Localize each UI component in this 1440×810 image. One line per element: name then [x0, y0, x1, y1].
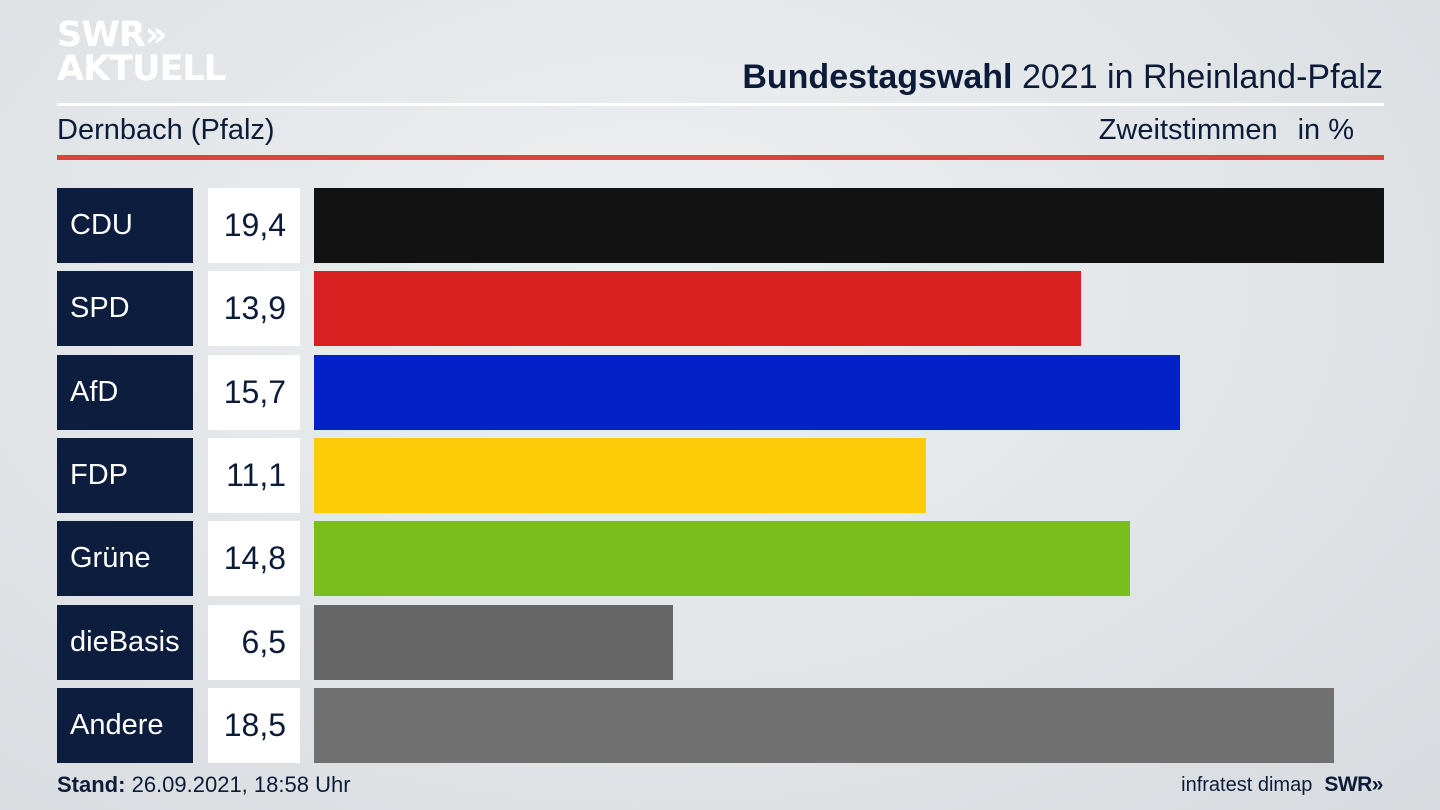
chart-title-rest: 2021 in Rheinland-Pfalz: [1021, 58, 1383, 96]
swr-brand-logo: SWR»: [1324, 773, 1383, 796]
chart-title-strong: Bundestagswahl: [742, 58, 1013, 96]
party-label-spd: SPD: [57, 271, 193, 346]
party-label-cdu: CDU: [57, 188, 193, 263]
party-label-afd: AfD: [57, 355, 193, 430]
value-label-spd: 13,9: [208, 271, 300, 346]
measure-name: Zweitstimmen: [1098, 114, 1278, 146]
party-label-fdp: FDP: [57, 438, 193, 513]
logo-line-2: AKTUELL: [57, 49, 226, 89]
subheader-divider: [57, 155, 1384, 160]
bar-fdp: [314, 438, 926, 513]
measure-label: Zweitstimmen in %: [1099, 114, 1354, 147]
bar-diebasis: [314, 605, 673, 680]
location-label: Dernbach (Pfalz): [57, 114, 275, 146]
value-label-diebasis: 6,5: [208, 605, 300, 680]
bar-spd: [314, 271, 1081, 346]
footer-credits: infratest dimap SWR»: [1181, 773, 1383, 797]
bar-afd: [314, 355, 1180, 430]
value-label-cdu: 19,4: [208, 188, 300, 263]
chart-title: Bundestagswahl 2021 in Rheinland-Pfalz: [742, 58, 1383, 97]
value-label-fdp: 11,1: [208, 438, 300, 513]
unit-label: in %: [1297, 114, 1354, 146]
bar-andere: [314, 688, 1334, 763]
logo-line-1: SWR»: [57, 15, 167, 55]
party-label-gr-ne: Grüne: [57, 521, 193, 596]
source-label: infratest dimap: [1181, 774, 1313, 796]
value-label-afd: 15,7: [208, 355, 300, 430]
value-label-gr-ne: 14,8: [208, 521, 300, 596]
bar-gr-ne: [314, 521, 1130, 596]
timestamp: Stand: 26.09.2021, 18:58 Uhr: [57, 772, 351, 798]
value-label-andere: 18,5: [208, 688, 300, 763]
timestamp-value: 26.09.2021, 18:58 Uhr: [131, 772, 351, 797]
party-label-diebasis: dieBasis: [57, 605, 193, 680]
bar-cdu: [314, 188, 1384, 263]
header-divider: [57, 103, 1384, 106]
swr-aktuell-logo: SWR» AKTUELL: [57, 15, 226, 89]
timestamp-label: Stand:: [57, 772, 126, 797]
party-label-andere: Andere: [57, 688, 193, 763]
